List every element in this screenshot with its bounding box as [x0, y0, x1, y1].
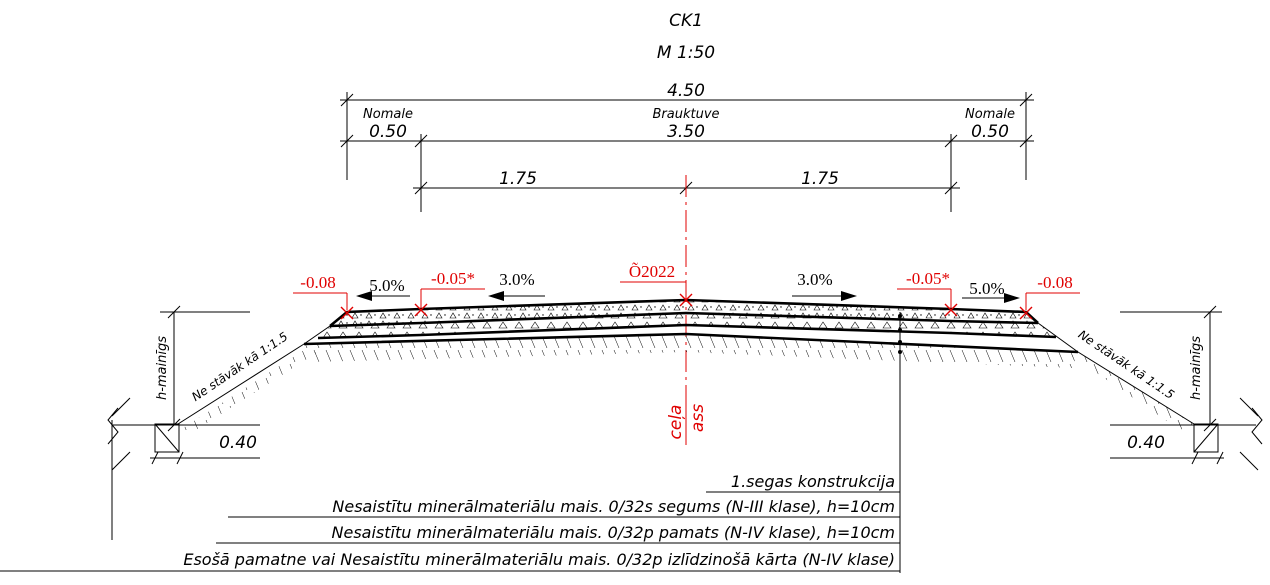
- right-half-width: 1.75: [801, 169, 839, 189]
- left-height-label: h-mainīgs: [155, 336, 170, 400]
- slope-right-carriageway: 3.0%: [797, 270, 832, 289]
- left-half-width: 1.75: [499, 169, 537, 189]
- level-marks: -0.08 -0.05* Õ2022 -0.05* -0.08: [293, 262, 1080, 320]
- axis-label-word2: ass: [688, 404, 708, 432]
- left-shoulder-width: 0.50: [369, 122, 407, 142]
- slope-left-shoulder: 5.0%: [369, 276, 404, 295]
- legend-leader: [898, 312, 902, 573]
- right-height-label: h-mainīgs: [1189, 336, 1204, 400]
- level-right-carriageway: -0.05*: [906, 269, 950, 288]
- axis-label-word1: ceļa: [666, 405, 686, 440]
- lane-width-dimension: Nomale 0.50 Brauktuve 3.50 Nomale 0.50: [340, 107, 1034, 212]
- left-embankment: h-mainīgs Ne stāvāk kā 1:1.5 0.40: [107, 305, 331, 540]
- pavement-structure: [303, 298, 1079, 368]
- carriageway-label: Brauktuve: [652, 107, 719, 122]
- right-ditch-width: 0.40: [1127, 433, 1165, 453]
- left-shoulder-label: Nomale: [363, 107, 413, 122]
- right-shoulder-width: 0.50: [971, 122, 1009, 142]
- legend: 1.segas konstrukcija Nesaistītu minerālm…: [0, 472, 900, 572]
- drawing-scale: M 1:50: [657, 43, 715, 63]
- slope-right-shoulder: 5.0%: [969, 279, 1004, 298]
- half-width-dimension: 1.75 1.75: [413, 169, 960, 195]
- legend-layer-3: Esošā pamatne vai Nesaistītu minerālmate…: [183, 550, 895, 569]
- level-right-edge: -0.08: [1037, 273, 1072, 292]
- drawing-title: CK1: [669, 11, 703, 31]
- right-shoulder-label: Nomale: [965, 107, 1015, 122]
- level-left-carriageway: -0.05*: [431, 269, 475, 288]
- right-embankment: h-mainīgs Ne stāvāk kā 1:1.5 0.40: [1037, 305, 1263, 471]
- level-left-edge: -0.08: [300, 273, 335, 292]
- legend-layer-1: Nesaistītu minerālmateriālu mais. 0/32s …: [332, 497, 895, 516]
- legend-title: 1.segas konstrukcija: [731, 472, 895, 491]
- total-width-dimension: 4.50: [340, 81, 1034, 180]
- left-ditch-width: 0.40: [219, 433, 257, 453]
- slope-left-carriageway: 3.0%: [499, 270, 534, 289]
- level-axis: Õ2022: [629, 262, 675, 281]
- slope-indicators: 5.0% 3.0% 3.0% 5.0%: [356, 270, 1020, 303]
- carriageway-width: 3.50: [667, 122, 705, 142]
- subgrade-layer: [304, 334, 1078, 368]
- legend-layer-2: Nesaistītu minerālmateriālu mais. 0/32p …: [332, 523, 896, 542]
- total-width-value: 4.50: [667, 81, 705, 101]
